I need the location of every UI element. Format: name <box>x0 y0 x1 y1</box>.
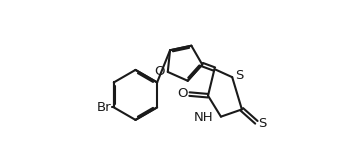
Text: NH: NH <box>194 111 214 124</box>
Text: S: S <box>258 117 267 130</box>
Text: Br: Br <box>96 101 111 114</box>
Text: O: O <box>154 65 165 78</box>
Text: O: O <box>177 87 188 100</box>
Text: S: S <box>235 69 243 82</box>
